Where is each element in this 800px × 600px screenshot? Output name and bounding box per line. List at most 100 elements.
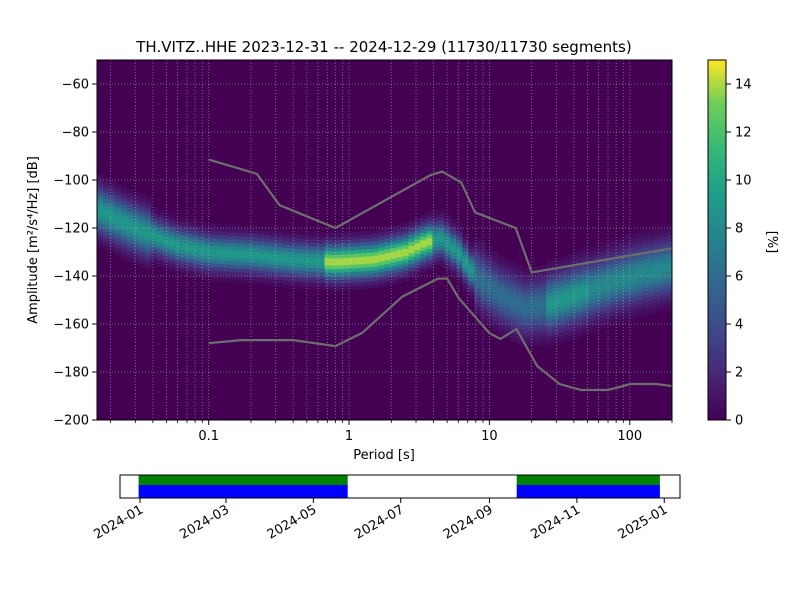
heatmap-cell: [588, 299, 595, 305]
heatmap-cell: [504, 294, 511, 300]
heatmap-cell: [492, 294, 499, 299]
heatmap-cell: [336, 268, 344, 273]
heatmap-cell: [468, 280, 475, 285]
heatmap-cell: [372, 230, 380, 235]
heatmap-cell: [168, 264, 176, 269]
heatmap-cell: [456, 275, 463, 280]
heatmap-cell: [216, 256, 224, 261]
heatmap-cell: [402, 258, 410, 264]
heatmap-cell: [396, 224, 404, 229]
heatmap-cell: [360, 241, 368, 247]
heatmap-cell: [654, 298, 661, 303]
heatmap-cell: [396, 271, 404, 276]
heatmap-cell: [438, 220, 445, 225]
heatmap-cell: [438, 230, 445, 236]
heatmap-cell: [246, 229, 254, 234]
heatmap-cell: [492, 301, 499, 307]
heatmap-cell: [270, 231, 278, 236]
heatmap-cell: [264, 267, 272, 272]
heatmap-cell: [294, 248, 302, 253]
heatmap-cell: [126, 203, 134, 208]
heatmap-cell: [612, 241, 619, 246]
heatmap-cell: [408, 270, 416, 275]
heatmap-cell: [378, 275, 386, 280]
heatmap-cell: [402, 230, 410, 235]
heatmap-cell: [546, 321, 553, 326]
heatmap-cell: [450, 273, 457, 278]
heatmap-cell: [510, 294, 517, 299]
heatmap-cell: [270, 246, 278, 251]
heatmap-cell: [426, 226, 434, 231]
heatmap-cell: [102, 180, 110, 186]
heatmap-cell: [150, 213, 158, 218]
heatmap-cell: [480, 256, 487, 261]
heatmap-cell: [474, 248, 481, 253]
heatmap-cell: [204, 266, 212, 271]
heatmap-cell: [150, 231, 158, 236]
psd-heatmap: [96, 59, 673, 421]
heatmap-cell: [480, 267, 487, 272]
heatmap-cell: [492, 316, 499, 321]
heatmap-cell: [288, 237, 296, 242]
heatmap-cell: [162, 218, 170, 223]
heatmap-cell: [360, 263, 368, 268]
heatmap-cell: [492, 287, 499, 292]
heatmap-cell: [282, 265, 290, 270]
heatmap-cell: [666, 285, 672, 290]
heatmap-cell: [378, 232, 386, 237]
heatmap-cell: [210, 241, 218, 246]
heatmap-cell: [528, 306, 535, 311]
heatmap-cell: [444, 217, 451, 223]
heatmap-cell: [97, 199, 104, 204]
heatmap-cell: [588, 267, 595, 272]
heatmap-cell: [492, 283, 499, 289]
y-tick-label: −80: [62, 126, 89, 141]
heatmap-cell: [204, 262, 212, 267]
heatmap-cell: [534, 309, 541, 314]
heatmap-cell: [468, 244, 475, 249]
heatmap-cell: [426, 219, 434, 224]
heatmap-cell: [600, 259, 607, 264]
heatmap-cell: [498, 284, 505, 289]
heatmap-cell: [522, 303, 529, 308]
heatmap-cell: [510, 323, 517, 328]
heatmap-cell: [624, 302, 631, 308]
heatmap-cell: [342, 278, 350, 284]
heatmap-cell: [420, 221, 428, 226]
heatmap-cell: [168, 217, 176, 222]
heatmap-cell: [120, 197, 128, 202]
heatmap-cell: [300, 248, 308, 254]
heatmap-cell: [330, 250, 338, 255]
heatmap-cell: [438, 248, 445, 254]
heatmap-cell: [342, 286, 350, 291]
heatmap-cell: [618, 261, 625, 266]
heatmap-cell: [97, 224, 104, 229]
heatmap-cell: [168, 246, 176, 251]
heatmap-cell: [600, 263, 607, 268]
heatmap-cell: [630, 301, 637, 306]
heatmap-cell: [210, 266, 218, 271]
heatmap-cell: [240, 225, 248, 230]
heatmap-cell: [234, 235, 242, 240]
heatmap-cell: [180, 260, 188, 265]
heatmap-cell: [354, 267, 362, 272]
heatmap-cell: [252, 229, 260, 234]
heatmap-cell: [462, 286, 469, 292]
heatmap-cell: [318, 278, 326, 284]
heatmap-cell: [624, 238, 631, 243]
heatmap-cell: [654, 287, 661, 293]
heatmap-cell: [648, 235, 655, 240]
heatmap-cell: [648, 310, 655, 316]
heatmap-cell: [558, 303, 565, 308]
heatmap-cell: [588, 263, 595, 269]
heatmap-cell: [660, 290, 667, 295]
heatmap-cell: [666, 234, 672, 239]
heatmap-cell: [456, 246, 463, 251]
heatmap-cell: [600, 241, 607, 246]
timeline-tick-label: 2024-01: [92, 502, 147, 542]
colorbar-tick-label: 10: [735, 174, 752, 189]
heatmap-cell: [456, 271, 463, 276]
heatmap-cell: [246, 236, 254, 241]
heatmap-cell: [492, 298, 499, 303]
heatmap-cell: [648, 246, 655, 251]
